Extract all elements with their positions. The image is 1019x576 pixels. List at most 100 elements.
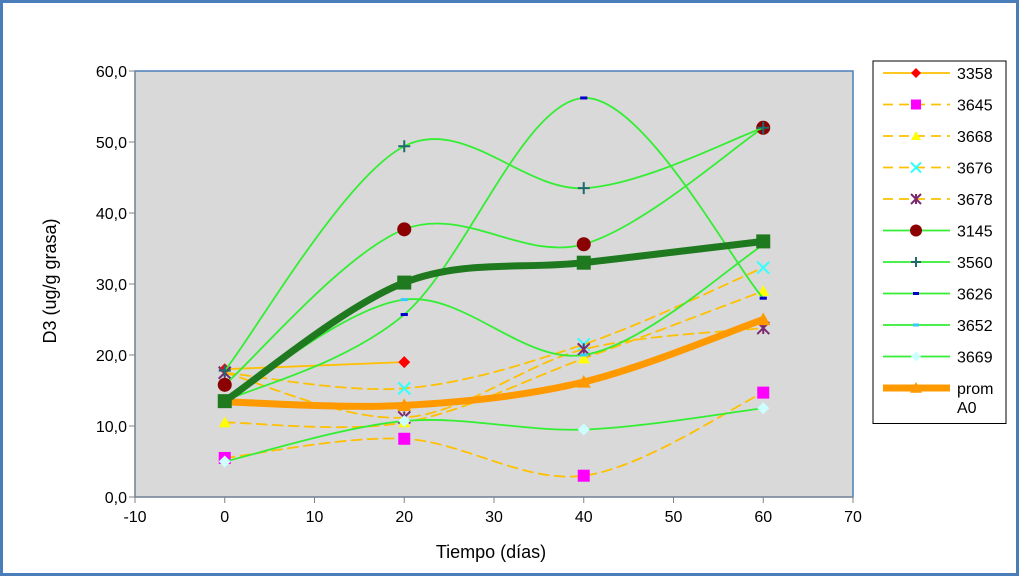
data-point [218,455,231,468]
x-tick-label: 20 [395,509,413,526]
series-unlabeled-11 [217,234,771,409]
data-point [217,394,232,409]
y-tick-label: 40,0 [96,206,127,223]
data-point [217,377,232,392]
data-point [577,352,590,364]
x-tick-label: -10 [123,509,146,526]
legend-entry: 3669 [883,350,993,367]
series-line [223,391,765,478]
data-point [757,402,770,415]
legend-entry: prom A0 [883,381,993,417]
series-line [221,237,767,405]
series-3560 [218,121,770,377]
legend-marker [913,292,919,295]
data-point [757,386,770,399]
legend-marker [911,68,921,78]
x-tick-label: 60 [754,509,772,526]
data-point [577,342,591,357]
series-line [223,361,406,371]
x-tick-label: 50 [665,509,683,526]
y-tick-label: 50,0 [96,135,127,152]
legend-entry: 3678 [883,192,993,209]
legend-label: 3669 [957,350,993,367]
legend-label: prom A0 [957,381,993,417]
data-point [756,234,771,249]
data-point [398,415,411,428]
legend-entry: 3358 [883,66,993,83]
y-tick-label: 20,0 [96,348,127,365]
data-point [218,416,231,428]
y-tick-label: 30,0 [96,277,127,294]
series-line [223,97,765,403]
series-3145 [217,120,771,392]
data-point [759,296,767,300]
y-axis-label: D3 (ug/g grasa) [40,218,60,343]
data-point [756,312,771,326]
legend-label: 3145 [957,224,993,241]
legend-marker [910,193,922,205]
legend-label: 3668 [957,129,993,146]
data-point [397,275,412,290]
legend-marker [910,382,922,393]
legend-box [872,60,1007,424]
data-point [757,121,770,134]
legend-marker [911,351,921,362]
axes: 0,0 10,0 20,0 30,0 40,0 50,0 60,0 -10 0 10 20 30 40 5… [96,64,862,526]
series-3669 [218,402,770,468]
y-tick-label: 0,0 [105,490,127,507]
data-point [577,182,590,195]
series-line [221,316,767,410]
x-tick-label: 0 [220,509,229,526]
legend-entry: 3645 [883,98,993,115]
legend-label: 3358 [957,66,993,83]
legend-entry: 3560 [883,255,993,272]
data-point [398,140,411,153]
data-point [577,423,590,436]
legend-entry: 3676 [883,161,993,178]
data-point [218,364,231,377]
legend-entry: 3652 [883,318,993,335]
x-tick-label: 10 [306,509,324,526]
x-tick-label: 40 [575,509,593,526]
legend-label: 3626 [957,287,993,304]
legend-marker [911,99,921,110]
data-point [397,222,412,237]
legend-entry: 3145 [883,224,993,241]
x-axis-label: Tiempo (días) [436,542,546,562]
y-tick-label: 10,0 [96,419,127,436]
series-line [223,407,765,463]
legend-marker [911,257,921,267]
data-point [400,298,408,302]
plot-area [134,70,854,498]
legend-label: 3676 [957,161,993,178]
data-point [576,255,591,270]
series-line [223,126,765,386]
legend-entry: 3626 [883,287,993,304]
data-point [580,96,588,100]
data-point [756,260,770,275]
series-line [223,327,765,419]
legend-marker [911,131,921,140]
data-point [576,237,591,252]
y-tick-label: 60,0 [96,64,127,81]
data-point [398,356,411,369]
legend-label: 3645 [957,98,993,115]
legend: 3358 3645 3668 3676 3678 3145 3560 3626 3652 3669… [872,60,1007,424]
series-layer [217,96,771,482]
data-point [576,374,591,388]
data-point [398,432,411,445]
line-chart: 0,0 10,0 20,0 30,0 40,0 50,0 60,0 -10 0 10 20 30 40 5… [40,60,1007,562]
legend-label: 3678 [957,192,993,209]
legend-marker [910,161,922,174]
legend-label: 3560 [957,255,993,272]
data-point [400,313,408,317]
legend-entry: 3668 [883,129,993,146]
x-tick-label: 70 [844,509,862,526]
data-point [397,398,412,412]
data-point [580,353,588,357]
x-tick-label: 30 [485,509,503,526]
data-point [397,381,411,396]
data-point [577,469,590,482]
plot-background [134,70,854,498]
